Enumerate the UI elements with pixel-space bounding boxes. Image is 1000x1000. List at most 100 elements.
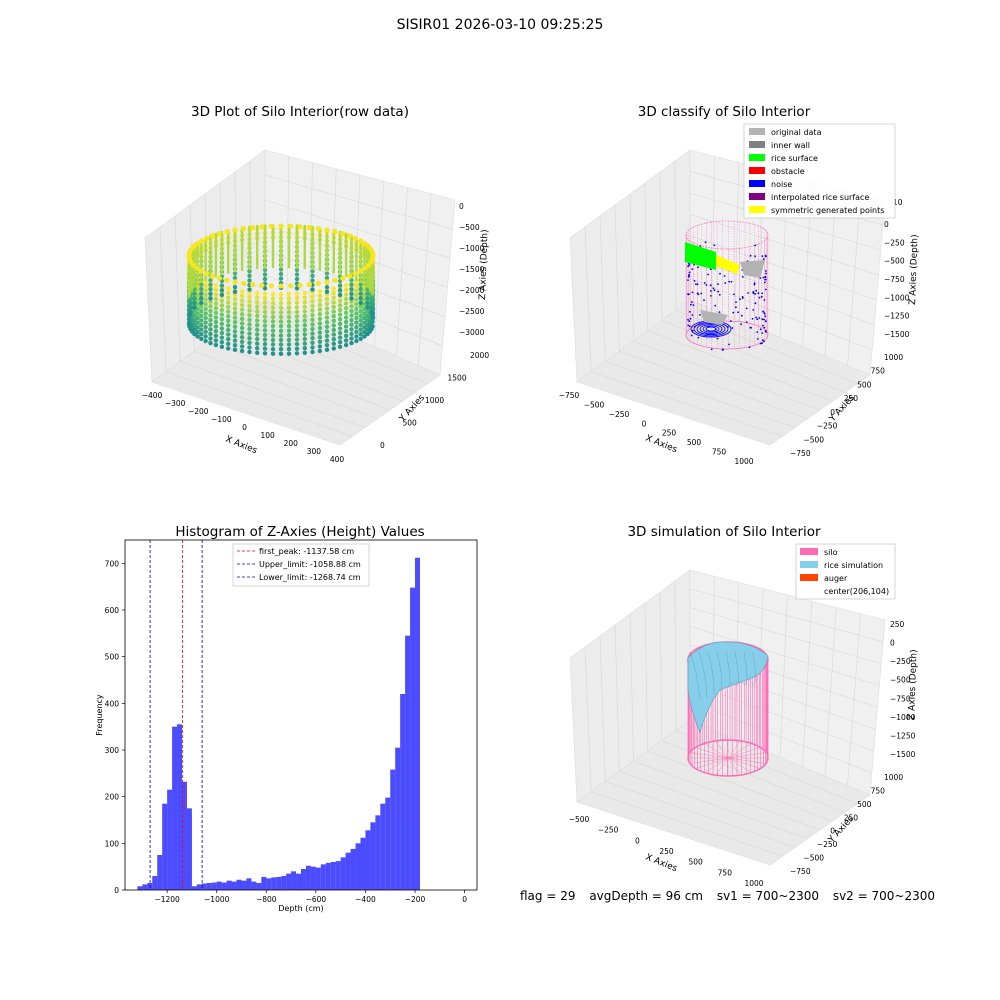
raw-3d-plot[interactable]: X Axies Y Axies Z Axies (Depth) −400−300… [142,150,491,464]
raw-data-point [247,295,251,299]
raw-data-point [349,332,353,336]
raw-data-point [214,288,218,292]
raw-data-point [344,306,348,310]
raw-z-tick-label: −3000 [459,328,485,337]
raw-data-point [325,320,329,324]
raw-data-point [338,326,342,330]
histogram-chart[interactable]: −1200 −1000 −800 −600 −400 −200 0 0 100 200 300 40… [95,540,477,913]
raw-top-point [224,278,229,283]
raw-data-point [208,283,212,287]
raw-top-point [278,283,283,288]
simulation-y-tick-label: −250 [817,840,838,849]
classify-z-tick-label: −500 [884,257,905,266]
legend-label: obstacle [771,167,805,176]
raw-top-point [307,225,312,230]
classify-x-tick-label: 1000 [734,457,753,466]
raw-data-point [279,306,283,310]
histogram-x-tick: −1200 [154,895,180,904]
raw-data-point [220,299,224,303]
legend-swatch [749,206,765,213]
raw-data-point [354,311,358,315]
raw-data-point [279,292,283,296]
raw-data-point [295,305,299,309]
histogram-bar [281,876,286,890]
raw-data-point [214,306,218,310]
raw-data-point [208,292,212,296]
raw-data-point [199,309,203,313]
raw-data-point [199,301,203,305]
raw-data-point [208,323,212,327]
raw-data-point [318,312,322,316]
raw-data-point [310,331,314,335]
histogram-bar [246,878,251,890]
raw-data-point [338,322,342,326]
raw-top-point [232,279,237,284]
raw-data-point [344,297,348,301]
raw-data-point [263,342,267,346]
raw-data-point [214,320,218,324]
legend-swatch [749,180,765,187]
raw-data-point [203,320,207,324]
simulation-x-tick-label: 250 [659,847,674,856]
raw-data-point [344,292,348,296]
raw-data-point [226,332,230,336]
raw-data-point [325,334,329,338]
raw-data-point [295,296,299,300]
raw-data-point [255,309,259,313]
raw-data-point [338,308,342,312]
raw-z-tick-label: −2500 [459,307,485,316]
raw-data-point [220,283,224,287]
raw-data-point [192,301,196,305]
classify-z-tick-label: −750 [884,275,905,284]
classify-3d-plot[interactable]: X Axies Y Axies Z Axies (Depth) −750−500… [559,124,921,466]
raw-data-point [247,327,251,331]
raw-data-point [318,330,322,334]
raw-data-point [349,323,353,327]
raw-data-point [226,342,230,346]
raw-data-point [310,336,314,340]
classify-y-tick-label: −750 [790,449,811,458]
raw-x-tick-label: −200 [188,407,209,416]
simulation-x-tick-label: −500 [569,815,590,824]
raw-data-point [295,272,299,276]
raw-top-point [333,278,338,283]
classify-y-tick-label: −250 [817,422,838,431]
raw-data-point [354,325,358,329]
raw-data-point [318,298,322,302]
raw-data-point [295,314,299,318]
raw-data-point [359,337,363,341]
raw-data-point [295,328,299,332]
raw-data-point [233,285,237,289]
legend-label: rice surface [771,154,818,163]
histogram-x-tick: −200 [405,895,426,904]
raw-data-point [199,318,203,322]
raw-top-point [210,233,215,238]
histogram-bar [311,867,316,890]
raw-data-point [310,327,314,331]
classify-x-tick-label: −750 [559,391,580,400]
raw-data-point [287,296,291,300]
raw-data-point [263,324,267,328]
raw-data-point [188,310,192,314]
raw-data-point [255,341,259,345]
histogram-bar [237,880,242,890]
raw-data-point [240,335,244,339]
simulation-3d-plot[interactable]: X Axies Y Axies Z Axies (Depth) −500−250… [569,544,920,888]
raw-data-point [318,321,322,325]
raw-data-point [344,301,348,305]
classify-y-tick-label: 750 [871,367,886,376]
raw-data-point [220,331,224,335]
histogram-bar [242,881,247,890]
raw-data-point [325,306,329,310]
raw-top-point [217,276,222,281]
raw-data-point [303,305,307,309]
raw-data-point [287,306,291,310]
raw-data-point [310,345,314,349]
raw-data-point [199,296,203,300]
raw-data-point [295,310,299,314]
raw-y-tick-label: 1500 [448,374,467,383]
raw-data-point [208,287,212,291]
raw-data-point [279,338,283,342]
raw-data-point [203,297,207,301]
histogram-bar [276,877,281,890]
